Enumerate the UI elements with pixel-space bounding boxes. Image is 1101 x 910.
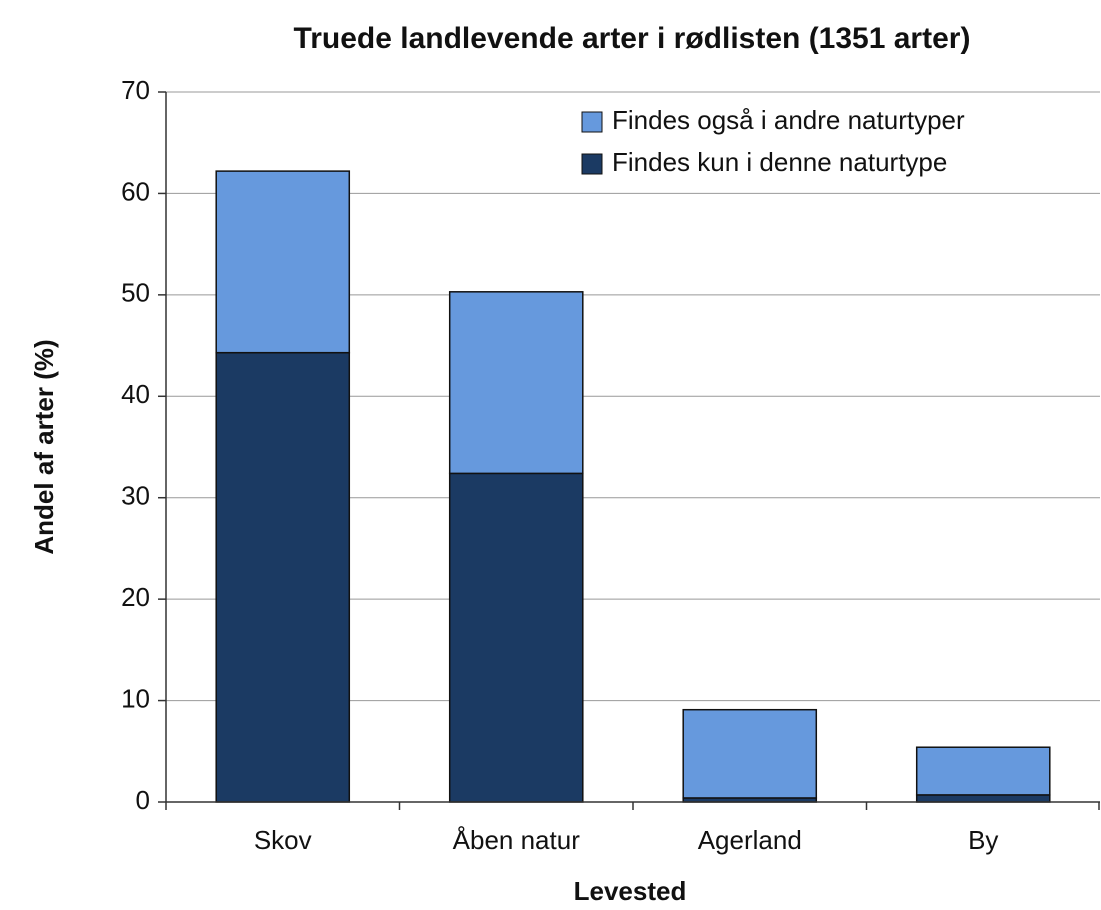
y-tick-label: 30 (121, 481, 150, 511)
y-tick-label: 50 (121, 278, 150, 308)
y-tick-label: 40 (121, 379, 150, 409)
x-tick-label: Agerland (698, 825, 802, 855)
x-axis-label: Levested (574, 876, 687, 906)
x-tick-label: By (968, 825, 998, 855)
bar-segment (915, 794, 1051, 803)
y-axis-label: Andel af arter (%) (29, 339, 59, 554)
chart-title: Truede landlevende arter i rødlisten (13… (294, 22, 971, 55)
bar-segment (448, 291, 584, 475)
y-tick-label: 70 (121, 75, 150, 105)
y-tick-label: 20 (121, 582, 150, 612)
bar-segment (682, 708, 818, 799)
bar-segment (915, 746, 1051, 796)
bar-segment (215, 351, 351, 803)
legend-label: Findes kun i denne naturtype (612, 147, 947, 177)
y-tick-label: 0 (136, 785, 150, 815)
x-tick-label: Åben natur (453, 825, 581, 855)
legend-swatch (581, 111, 603, 133)
y-tick-label: 10 (121, 683, 150, 713)
y-tick-label: 60 (121, 176, 150, 206)
legend-swatch (581, 153, 603, 175)
bar-segment (448, 472, 584, 803)
legend-label: Findes også i andre naturtyper (612, 105, 965, 135)
x-tick-label: Skov (254, 825, 312, 855)
bar-segment (215, 170, 351, 354)
